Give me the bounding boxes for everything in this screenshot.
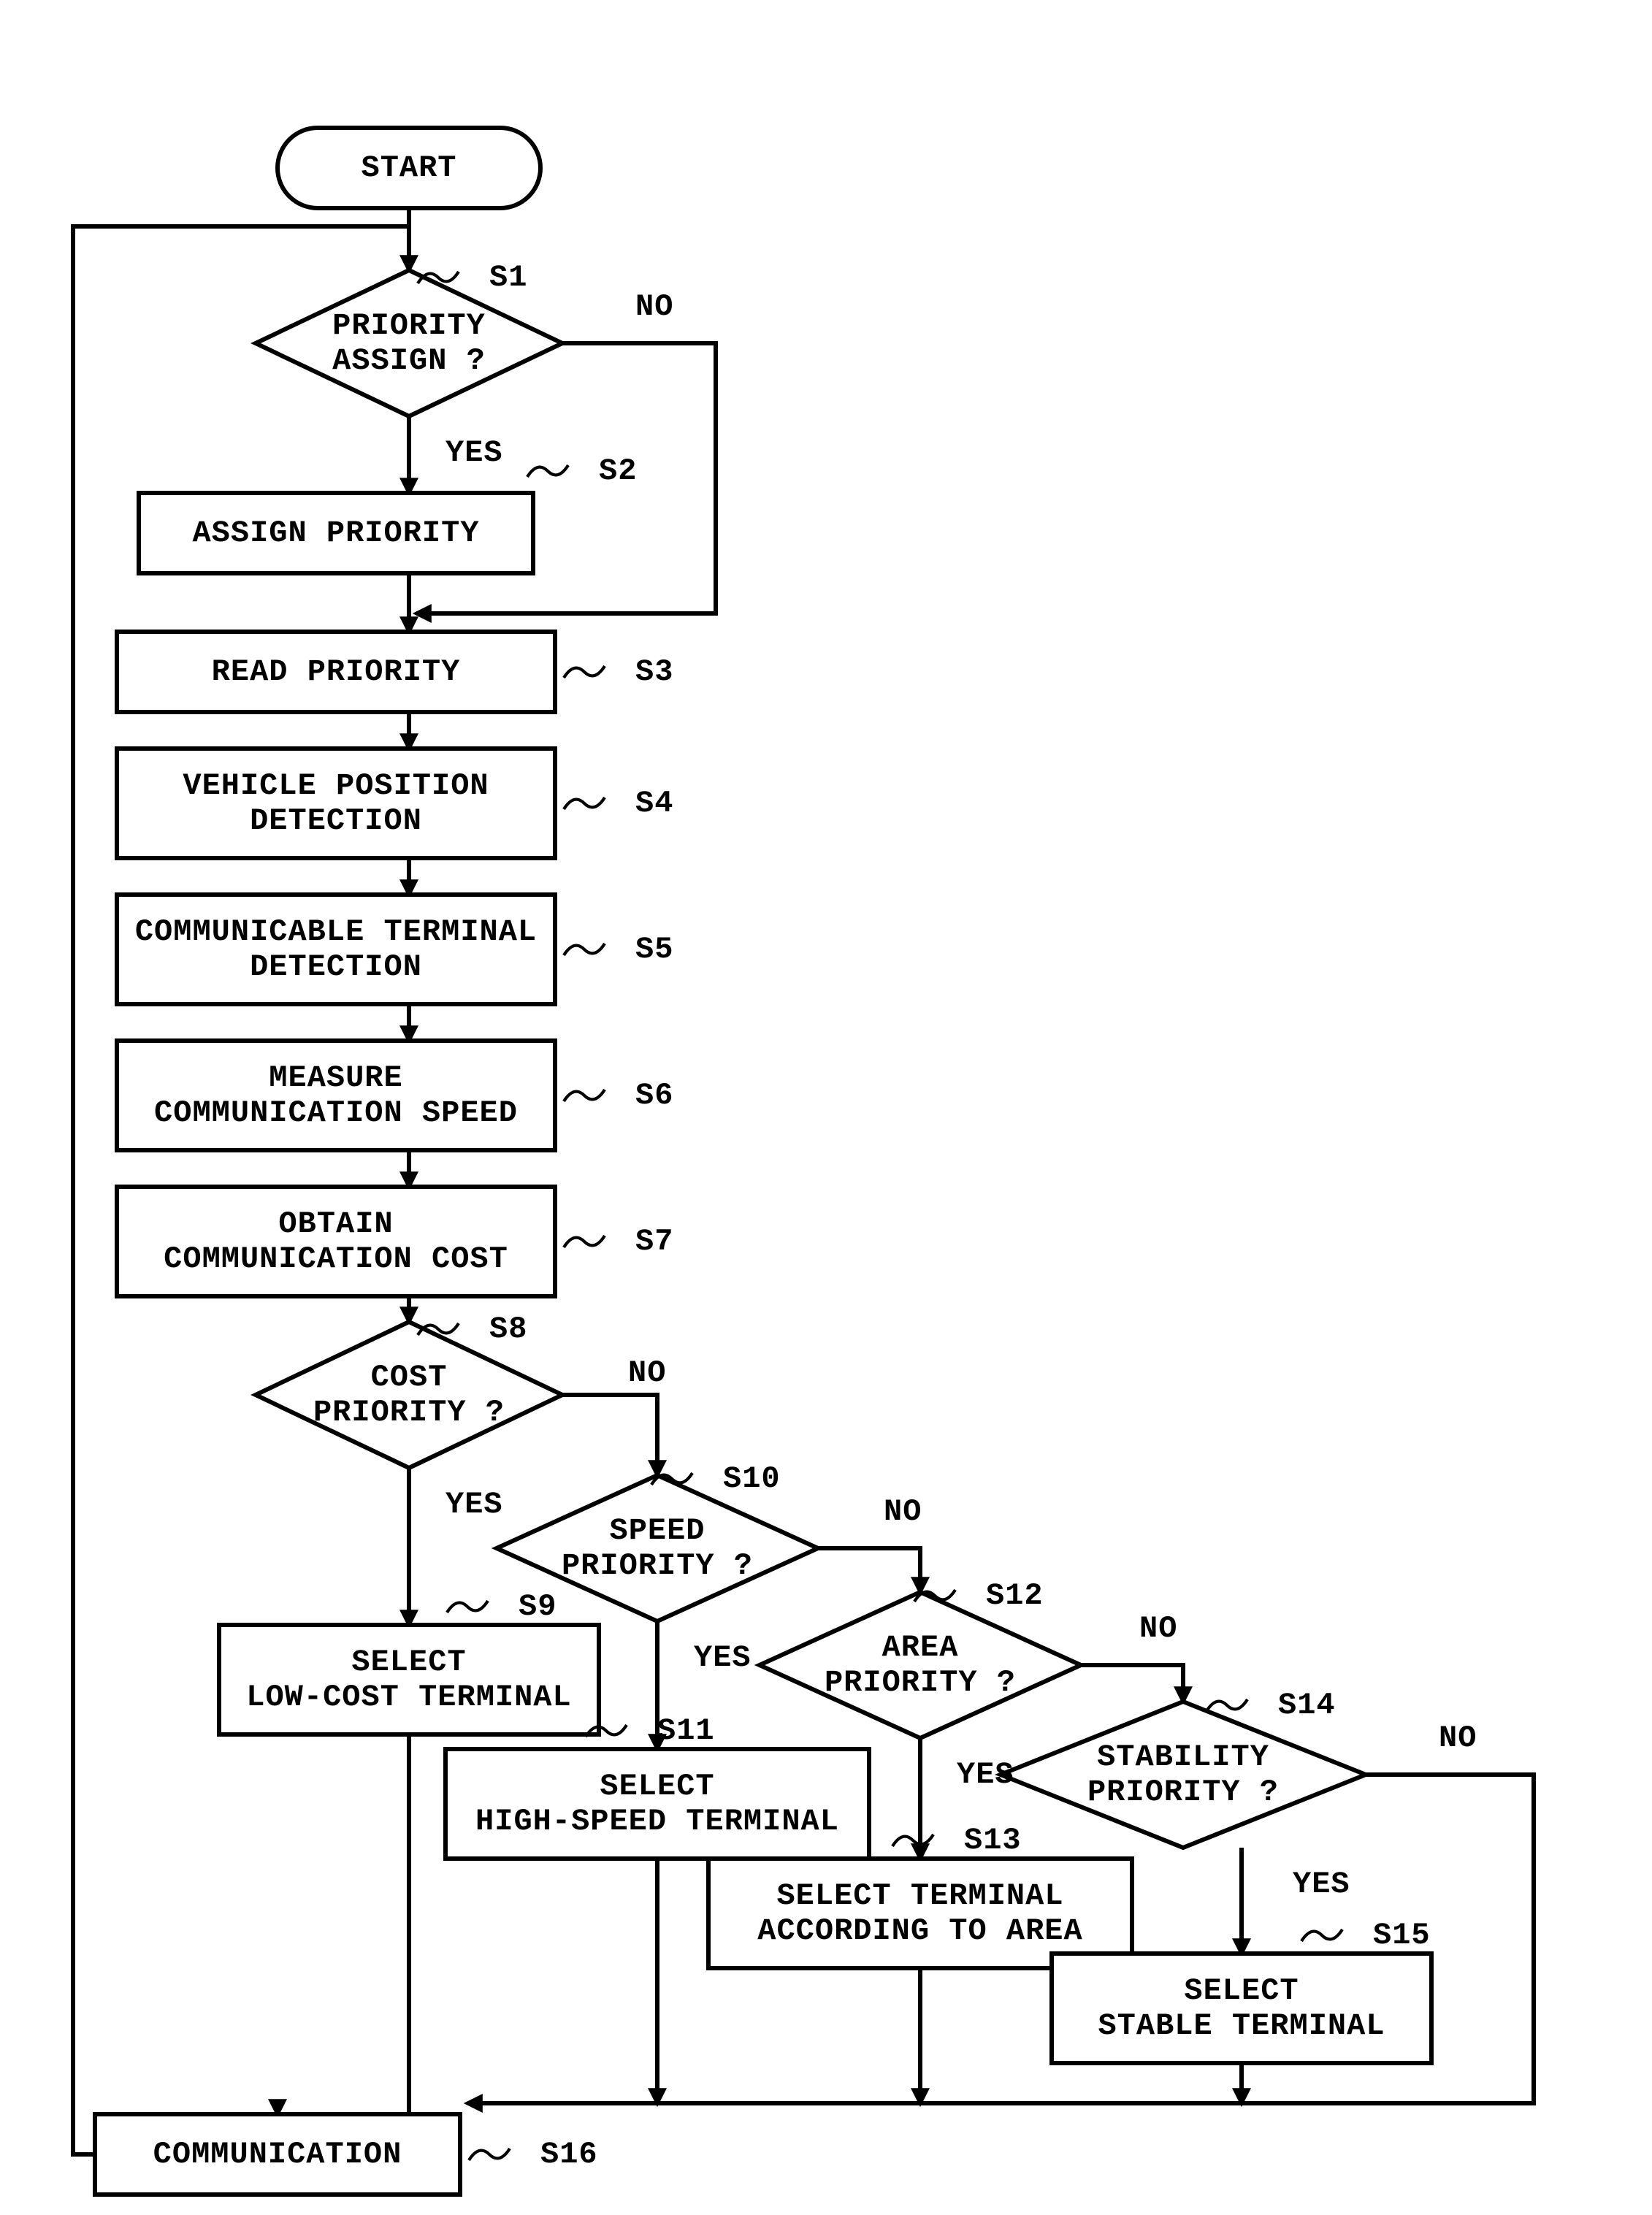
node-s3: READ PRIORITY (117, 632, 555, 712)
node-s12: AREAPRIORITY ? (760, 1592, 1081, 1738)
step-label-s7: S7 (635, 1224, 673, 1259)
step-label-s11: S11 (657, 1713, 715, 1748)
branch-label-s14_no: NO (1439, 1721, 1477, 1756)
node-s14: STABILITYPRIORITY ? (1001, 1702, 1366, 1848)
step-label-s6: S6 (635, 1078, 673, 1113)
step-label-s12: S12 (986, 1578, 1044, 1613)
node-start: START (278, 128, 540, 208)
flow-edge (1081, 1665, 1183, 1702)
svg-text:STABILITYPRIORITY ?: STABILITYPRIORITY ? (1087, 1740, 1279, 1810)
node-s11: SELECTHIGH-SPEED TERMINAL (445, 1749, 869, 1859)
flow-edge (818, 1548, 920, 1592)
svg-text:READ PRIORITY: READ PRIORITY (212, 654, 461, 689)
step-label-s5: S5 (635, 932, 673, 967)
branch-label-s8_no: NO (628, 1355, 666, 1390)
step-label-s15: S15 (1373, 1918, 1431, 1953)
step-label-s14: S14 (1278, 1688, 1336, 1723)
step-label-s3: S3 (635, 654, 673, 689)
branch-label-s1_no: NO (635, 289, 673, 324)
flowchart-canvas: START PRIORITYASSIGN ?S1 ASSIGN PRIORITY S2… (0, 0, 1652, 2215)
branch-label-s10_no: NO (884, 1494, 922, 1529)
step-label-s13: S13 (964, 1823, 1022, 1858)
branch-label-s1_yes: YES (445, 435, 503, 470)
branch-label-s10_yes: YES (694, 1640, 752, 1675)
node-s6: MEASURECOMMUNICATION SPEED (117, 1041, 555, 1150)
step-label-s10: S10 (723, 1461, 781, 1496)
svg-text:START: START (361, 150, 456, 185)
svg-text:ASSIGN PRIORITY: ASSIGN PRIORITY (192, 516, 479, 551)
step-label-s8: S8 (489, 1312, 527, 1347)
node-s16: COMMUNICATION (95, 2114, 460, 2195)
node-s15: SELECTSTABLE TERMINAL (1052, 1954, 1431, 2063)
svg-text:SELECT TERMINALACCORDING TO AR: SELECT TERMINALACCORDING TO AREA (757, 1878, 1082, 1948)
node-s2: ASSIGN PRIORITY (139, 493, 533, 573)
node-s5: COMMUNICABLE TERMINALDETECTION (117, 895, 555, 1004)
svg-text:PRIORITYASSIGN ?: PRIORITYASSIGN ? (332, 308, 486, 378)
node-s9: SELECTLOW-COST TERMINAL (219, 1625, 599, 1734)
svg-text:COMMUNICATION: COMMUNICATION (153, 2137, 402, 2172)
branch-label-s14_yes: YES (1293, 1867, 1350, 1902)
branch-label-s8_yes: YES (445, 1487, 503, 1522)
step-label-s16: S16 (540, 2137, 598, 2172)
branch-label-s12_yes: YES (957, 1757, 1014, 1792)
node-s4: VEHICLE POSITIONDETECTION (117, 749, 555, 858)
step-label-s4: S4 (635, 786, 673, 821)
flow-edge (562, 1395, 657, 1475)
step-label-s2: S2 (599, 454, 637, 489)
branch-label-s12_no: NO (1139, 1611, 1177, 1646)
node-s7: OBTAINCOMMUNICATION COST (117, 1187, 555, 1296)
step-label-s1: S1 (489, 260, 527, 295)
step-label-s9: S9 (519, 1589, 557, 1624)
